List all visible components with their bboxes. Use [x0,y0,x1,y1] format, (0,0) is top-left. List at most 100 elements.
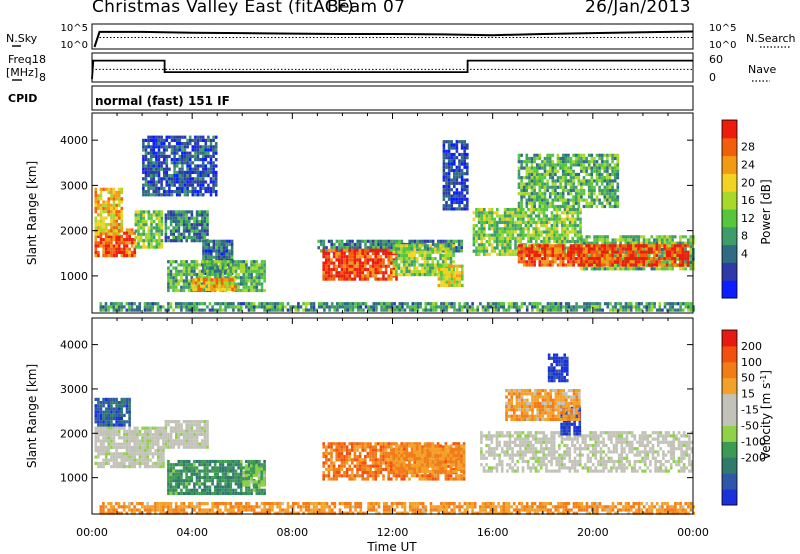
heatmap-cell [351,305,355,309]
heatmap-cell [345,267,349,272]
heatmap-cell [245,279,248,283]
heatmap-cell [663,302,667,306]
heatmap-cell [598,176,601,180]
heatmap-cell [593,169,596,173]
heatmap-cell [144,177,148,181]
heatmap-cell [458,175,461,179]
heatmap-cell [230,239,234,243]
heatmap-cell [117,197,121,201]
heatmap-cell [144,148,148,152]
heatmap-cell [608,257,612,261]
heatmap-cell [255,282,259,286]
heatmap-cell [593,188,596,193]
heatmap-cell [455,168,459,173]
heatmap-cell [193,308,196,312]
heatmap-cell [593,166,596,170]
heatmap-cell [593,185,596,189]
heatmap-cell [645,302,649,306]
heatmap-cell [160,142,163,146]
heatmap-cell [587,201,591,205]
heatmap-cell [460,175,464,179]
heatmap-cell [450,146,453,150]
heatmap-cell [440,308,443,312]
heatmap-cell [379,258,383,262]
heatmap-cell [338,305,342,309]
heatmap-cell [377,267,380,272]
heatmap-cell [629,257,633,261]
heatmap-cell [624,238,628,242]
heatmap-cell [431,247,435,251]
colorbar-swatch [722,137,737,157]
heatmap-cell [538,198,542,202]
heatmap-cell [97,229,100,233]
heatmap-cell [458,204,461,208]
heatmap-cell [608,188,612,193]
heatmap-cell [110,433,113,437]
heatmap-cell [588,302,591,306]
heatmap-cell [265,302,269,306]
heatmap-cell [580,182,583,186]
heatmap-cell [477,220,481,224]
heatmap-cell [160,135,163,139]
heatmap-cell [188,151,192,155]
heatmap-cell [576,214,580,218]
heatmap-cell [402,263,406,267]
heatmap-cell [564,179,568,183]
heatmap-cell [343,274,346,278]
heatmap-cell [155,210,158,214]
heatmap-cell [99,305,103,309]
heatmap-cell [196,148,200,152]
heatmap-cell [458,277,461,281]
heatmap-cell [183,174,187,178]
heatmap-cell [201,135,205,139]
heatmap-cell [165,138,169,142]
heatmap-cell [569,188,573,193]
heatmap-cell [178,154,182,158]
heatmap-cell [145,239,148,243]
heatmap-cell [450,302,454,306]
heatmap-cell [165,145,169,149]
heatmap-cell [196,151,200,155]
heatmap-cell [219,302,222,306]
heatmap-cell [442,184,446,189]
heatmap-cell [388,302,391,306]
heatmap-cell [260,263,264,267]
heatmap-cell [525,156,529,161]
heatmap-cell [247,272,251,277]
heatmap-cell [330,302,334,306]
heatmap-cell [133,254,137,258]
heatmap-cell [442,308,446,312]
heatmap-cell [593,241,596,245]
heatmap-cell [545,230,548,234]
heatmap-cell [663,238,667,242]
heatmap-cell [596,302,599,306]
heatmap-cell [178,167,182,171]
heatmap-cell [600,260,604,264]
heatmap-cell [524,214,528,218]
heatmap-cell [172,226,175,230]
heatmap-cell [356,255,359,259]
heatmap-cell [199,164,202,168]
heatmap-cell [516,208,520,212]
heatmap-cell [511,252,515,256]
heatmap-cell [229,260,233,264]
heatmap-cell [364,242,367,247]
heatmap-cell [496,230,499,234]
heatmap-cell [673,235,677,239]
heatmap-cell [626,244,630,248]
heatmap-cell [152,142,156,146]
heatmap-cell [415,273,419,277]
heatmap-cell [336,305,339,309]
heatmap-cell [188,210,191,214]
heatmap-cell [538,185,542,189]
heatmap-cell [501,220,504,224]
heatmap-cell [642,263,646,267]
heatmap-cell [120,445,124,449]
heatmap-cell [375,302,378,306]
heatmap-cell [110,216,113,220]
y-tick-label: 4000 [60,134,88,147]
heatmap-cell [168,180,171,184]
heatmap-cell [543,185,547,189]
freq-label-line1: Freq. [8,53,35,66]
heatmap-cell [608,192,612,196]
